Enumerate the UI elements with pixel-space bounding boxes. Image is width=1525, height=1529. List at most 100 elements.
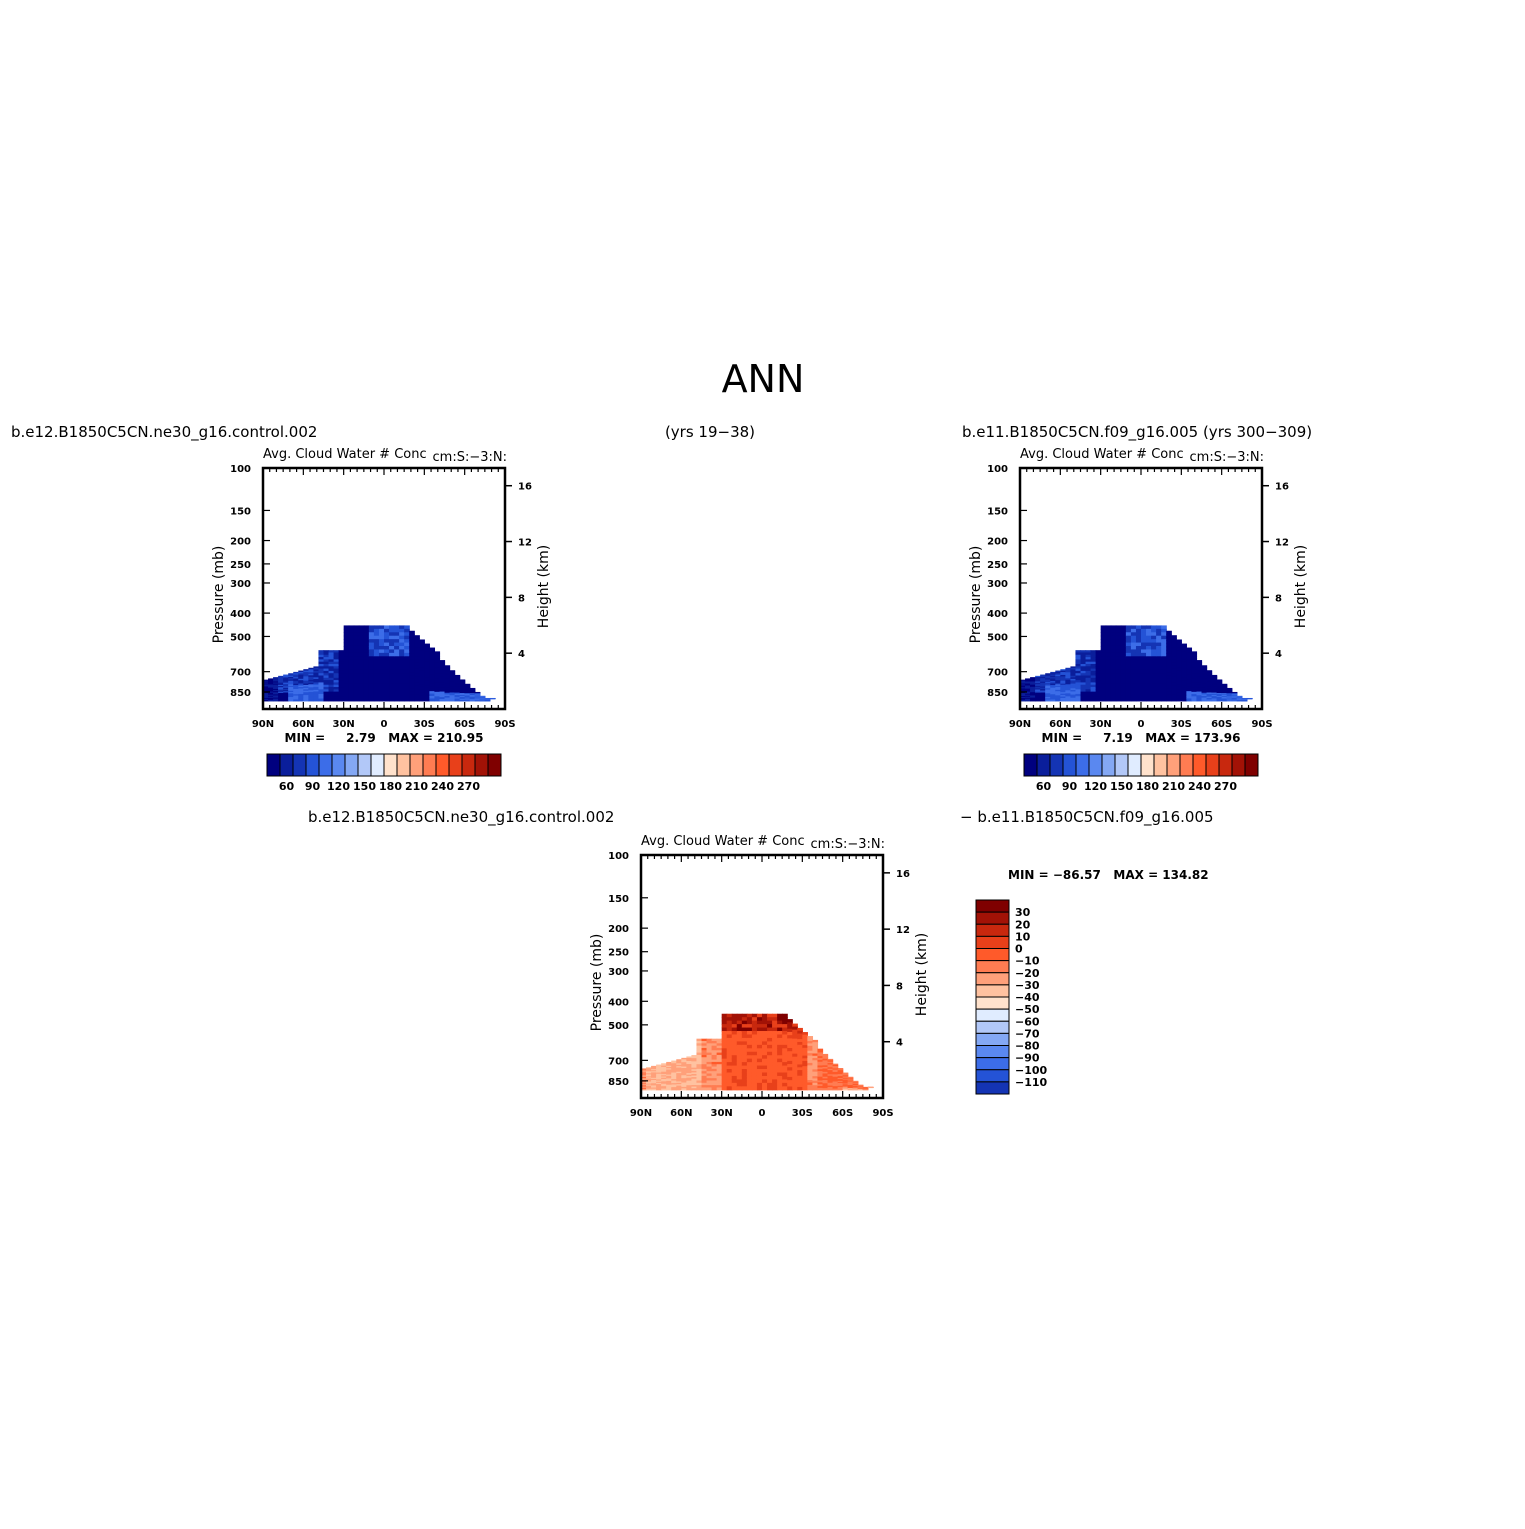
field-cell xyxy=(736,1037,743,1042)
field-cell xyxy=(1110,669,1117,675)
field-cell xyxy=(444,683,451,686)
field-cell xyxy=(389,659,395,664)
field-cell xyxy=(268,696,274,699)
field-cell xyxy=(711,1059,718,1063)
field-cell xyxy=(1156,680,1162,685)
field-cell xyxy=(721,1072,728,1077)
field-cell xyxy=(373,628,380,633)
field-cell xyxy=(691,1073,698,1077)
field-cell xyxy=(1130,645,1137,651)
field-cell xyxy=(646,1080,652,1083)
field-cell xyxy=(378,666,385,671)
field-cell xyxy=(1020,696,1026,699)
field-cell xyxy=(641,1083,647,1086)
field-cell xyxy=(656,1065,662,1068)
field-cell xyxy=(333,650,340,654)
field-cell xyxy=(782,1044,788,1049)
field-cell xyxy=(1045,697,1051,699)
field-cell xyxy=(1020,690,1026,692)
field-cell xyxy=(444,692,451,695)
field-cell xyxy=(777,1055,783,1060)
field-cell xyxy=(1171,647,1177,651)
field-cell xyxy=(283,678,289,680)
field-cell xyxy=(706,1064,713,1068)
field-cell xyxy=(1070,682,1077,685)
field-cell xyxy=(777,1075,783,1081)
field-cell xyxy=(762,1082,768,1087)
field-cell xyxy=(1186,681,1193,685)
field-cell xyxy=(827,1072,834,1075)
colorbar-label: 150 xyxy=(353,780,376,793)
field-cell xyxy=(1171,676,1177,681)
field-cell xyxy=(1065,699,1072,702)
field-cell xyxy=(1110,632,1117,637)
field-cell xyxy=(454,698,461,701)
field-cell xyxy=(1196,680,1203,683)
field-cell xyxy=(731,1082,738,1087)
field-cell xyxy=(444,670,451,673)
field-cell xyxy=(394,669,400,675)
field-cell xyxy=(449,675,456,678)
field-cell xyxy=(373,642,380,647)
field-cell xyxy=(842,1085,849,1088)
field-cell xyxy=(671,1065,677,1068)
field-cell xyxy=(278,687,284,689)
field-cell xyxy=(1040,688,1046,691)
field-cell xyxy=(1095,668,1102,672)
field-cell xyxy=(656,1080,662,1083)
field-cell xyxy=(1196,665,1203,669)
field-cell xyxy=(318,696,325,700)
field-cell xyxy=(424,690,430,694)
field-cell xyxy=(288,684,294,687)
field-cell xyxy=(1171,635,1177,639)
field-cell xyxy=(1045,695,1051,698)
field-cell xyxy=(832,1085,839,1087)
field-cell xyxy=(1141,632,1147,637)
field-cell xyxy=(1166,675,1172,680)
field-cell xyxy=(1050,677,1056,680)
field-cell xyxy=(1186,664,1193,668)
field-cell xyxy=(827,1071,834,1074)
field-cell xyxy=(414,653,420,657)
field-cell xyxy=(273,682,279,685)
field-cell xyxy=(676,1078,682,1081)
field-cell xyxy=(409,640,415,645)
field-cell xyxy=(323,684,330,688)
colorbar: 60 90 120 150 180 210 240 270 xyxy=(266,753,502,793)
field-cell xyxy=(1135,628,1142,633)
field-cell xyxy=(293,686,299,689)
field-cell xyxy=(444,699,451,702)
field-cell xyxy=(1090,684,1097,688)
field-cell xyxy=(807,1050,814,1054)
field-cell xyxy=(641,1076,647,1078)
field-cell xyxy=(1176,664,1182,668)
field-cell xyxy=(676,1077,682,1080)
field-cell xyxy=(1095,661,1102,665)
field-cell xyxy=(373,690,380,695)
field-cell xyxy=(726,1034,733,1039)
field-cell xyxy=(817,1074,824,1078)
field-cell xyxy=(449,699,456,702)
field-cell xyxy=(762,1041,768,1046)
field-cell xyxy=(338,682,345,686)
field-cell xyxy=(278,680,284,683)
field-cell xyxy=(353,635,360,640)
field-cell xyxy=(1085,654,1092,658)
field-cell xyxy=(1125,663,1132,668)
field-cell xyxy=(394,625,400,630)
field-cell xyxy=(797,1058,803,1063)
field-cell xyxy=(1025,691,1031,694)
field-cell xyxy=(681,1059,687,1062)
field-cell xyxy=(1030,696,1036,699)
field-cell xyxy=(1120,687,1127,692)
field-cell xyxy=(1171,671,1177,675)
field-cell xyxy=(343,659,350,664)
field-cell xyxy=(278,678,284,680)
field-cell xyxy=(681,1065,687,1068)
field-cell xyxy=(318,677,325,681)
field-cell xyxy=(1130,666,1137,671)
field-cell xyxy=(283,685,289,688)
field-cell xyxy=(459,686,466,688)
field-cell xyxy=(837,1073,844,1075)
